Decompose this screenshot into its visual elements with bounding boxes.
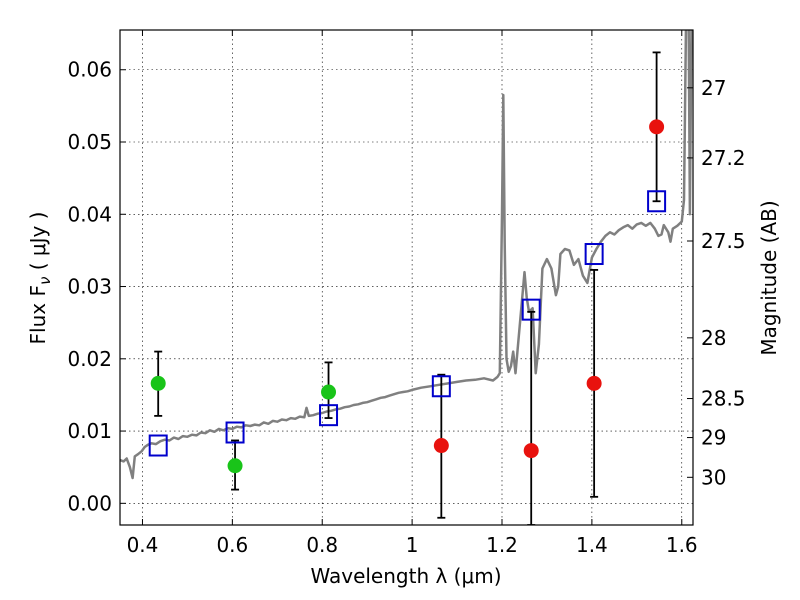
model-photometry-layer (148, 190, 667, 457)
x-axis-label: Wavelength λ (μm) (310, 564, 501, 588)
y2-tick-label-6: 30 (701, 465, 726, 489)
x-tick-label-3: 1 (406, 533, 419, 557)
y-tick-label-3: 0.03 (67, 275, 112, 299)
upper-limits-point-2 (586, 375, 602, 391)
model-square-6 (647, 190, 667, 213)
y2-axis-label: Magnitude (AB) (757, 200, 781, 355)
y-axis-label-unit: ( μJy ) (26, 212, 50, 277)
y-tick-label-5: 0.05 (67, 130, 112, 154)
y-tick-label-4: 0.04 (67, 202, 112, 226)
model-square-0 (148, 434, 168, 457)
model-square-3 (431, 375, 451, 398)
model-square-2 (319, 404, 339, 427)
model-square-4 (521, 298, 541, 321)
spectrum-line (120, 30, 693, 480)
x-tick-label-0: 0.4 (127, 533, 159, 557)
y-tick-label-1: 0.01 (67, 419, 112, 443)
upper-limits-point-3 (649, 119, 665, 135)
y2-tick-label-3: 28 (701, 326, 726, 350)
x-tick-label-2: 0.8 (306, 533, 338, 557)
y-tick-label-6: 0.06 (67, 58, 112, 82)
model-square-1 (225, 421, 245, 444)
model-square-5 (584, 243, 604, 266)
x-tick-label-6: 1.6 (666, 533, 698, 557)
axis-ticks: 0.4 0.6 0.8 1 1.2 1.4 1.6 0.00 0.01 0.02 0.03 0.04 0… (67, 30, 746, 557)
y-axis-label: Flux Fν ( μJy ) (26, 212, 54, 345)
detections-point-0 (150, 375, 166, 391)
x-tick-label-1: 0.6 (216, 533, 248, 557)
detections-point-2 (321, 384, 337, 400)
plot-frame (119, 29, 694, 526)
x-tick-label-4: 1.2 (486, 533, 518, 557)
detections-point-1 (227, 458, 243, 474)
y-tick-label-2: 0.02 (67, 347, 112, 371)
y2-tick-label-0: 27 (701, 76, 726, 100)
upper-limits-point-1 (523, 443, 539, 459)
y2-tick-label-5: 29 (701, 426, 726, 450)
upper-limits-point-0 (433, 438, 449, 454)
errorbar-layer (154, 51, 661, 525)
photometry-layer (150, 119, 665, 474)
y-tick-label-0: 0.00 (67, 491, 112, 515)
y-axis-label-main: Flux F (26, 285, 50, 344)
spectrum-layer (120, 30, 693, 480)
y2-tick-label-1: 27.2 (701, 146, 746, 170)
grid-lines (120, 30, 693, 525)
x-tick-label-5: 1.4 (576, 533, 608, 557)
y2-tick-label-4: 28.5 (701, 387, 746, 411)
y2-tick-label-2: 27.5 (701, 229, 746, 253)
y-axis-label-subscript: ν (36, 277, 54, 285)
